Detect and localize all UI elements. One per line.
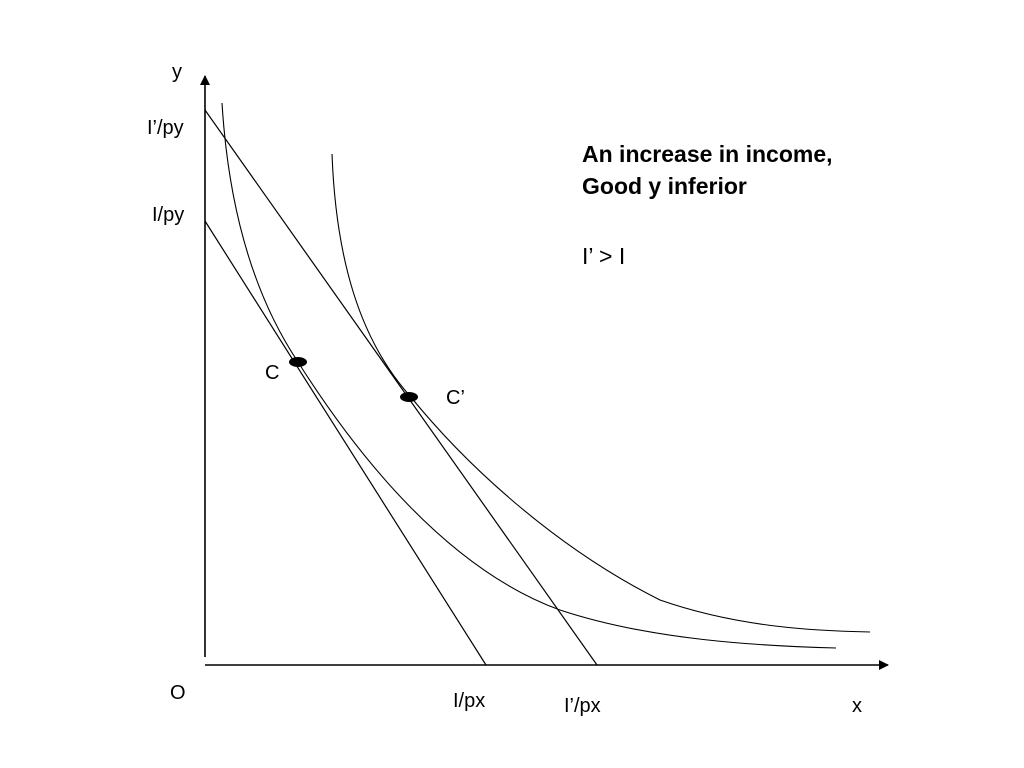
- point-c-prime-label: C’: [446, 387, 465, 409]
- budget-line-old: [204, 220, 487, 666]
- y-intercept-old-label: I/py: [152, 204, 185, 226]
- budget-line-new: [204, 109, 598, 666]
- indifference-curve-old: [221, 102, 837, 649]
- y-intercept-new-label: I’/py: [147, 117, 184, 139]
- title-line-1: An increase in income,: [582, 141, 833, 167]
- tangency-point-c-prime: [400, 392, 418, 402]
- origin-label: O: [170, 682, 186, 704]
- indifference-curve-new: [331, 153, 871, 633]
- income-inequality: I’ > I: [582, 243, 626, 269]
- x-intercept-old-label: I/px: [453, 690, 486, 712]
- point-c-label: C: [265, 362, 280, 384]
- x-intercept-new-label: I’/px: [564, 695, 601, 717]
- tangency-point-c: [289, 357, 307, 367]
- y-axis-label: y: [172, 61, 182, 83]
- title-line-2: Good y inferior: [582, 173, 747, 199]
- diagram-title: An increase in income, Good y inferior: [582, 138, 833, 202]
- x-axis-label: x: [852, 695, 862, 717]
